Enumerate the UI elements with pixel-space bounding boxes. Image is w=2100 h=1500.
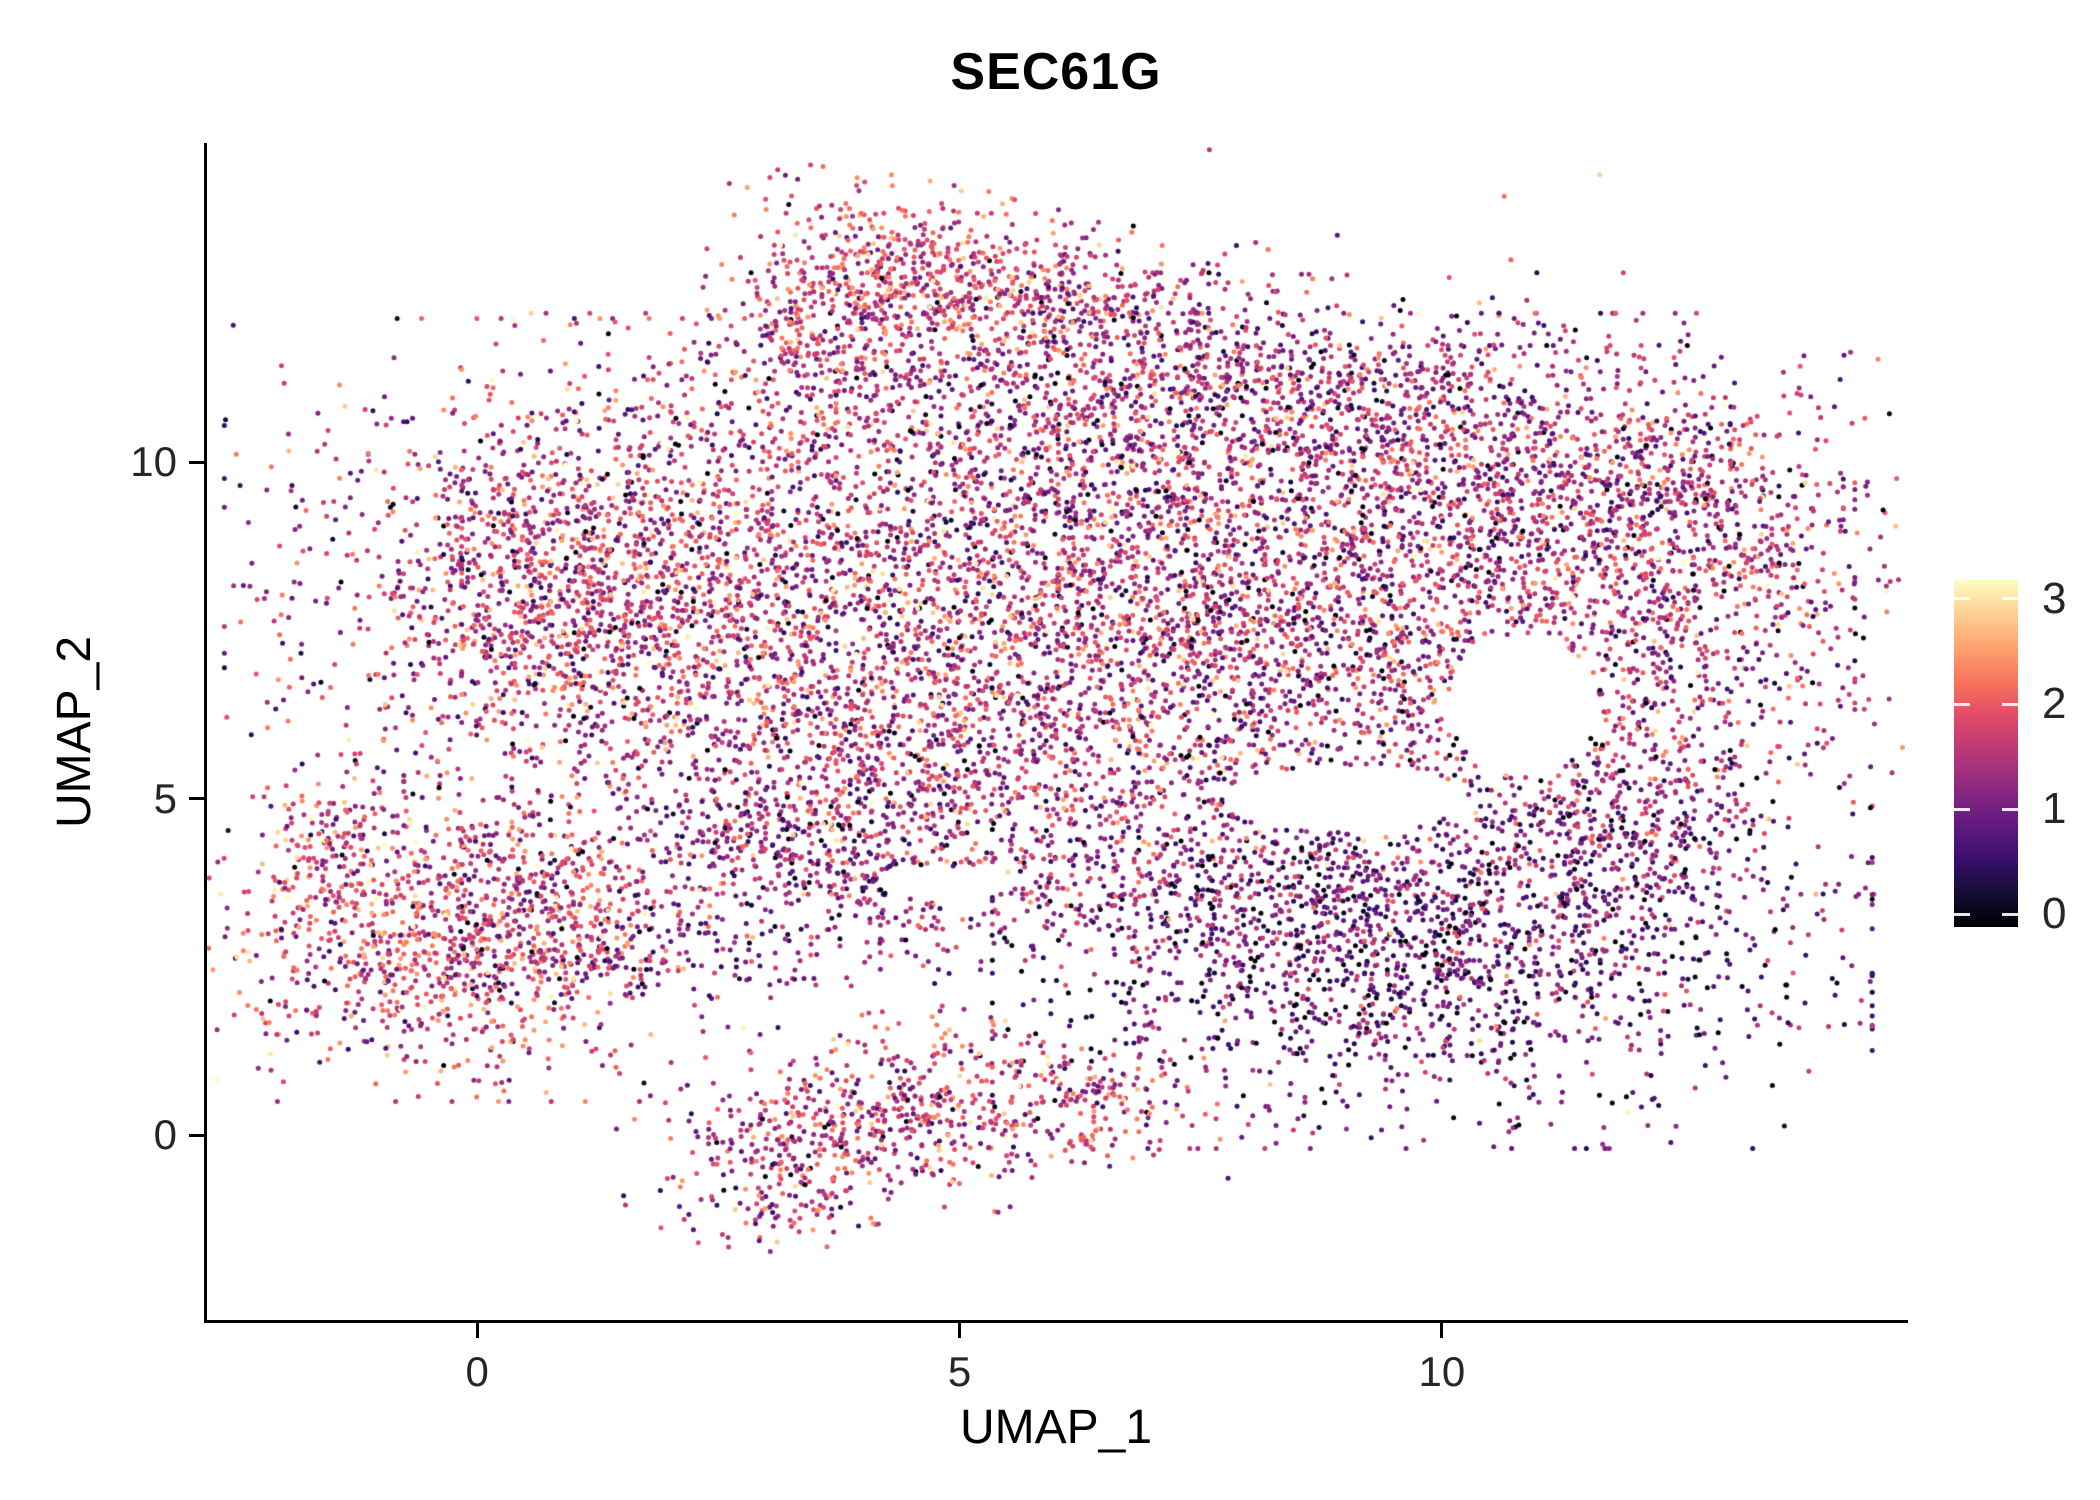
colorbar-tick-mark <box>2002 912 2018 916</box>
colorbar-tick-mark <box>2002 702 2018 706</box>
colorbar-tick-mark <box>1954 807 1970 811</box>
x-tick-mark <box>475 1323 479 1338</box>
x-tick-label: 10 <box>1418 1348 1466 1395</box>
colorbar-tick-mark <box>1954 912 1970 916</box>
y-tick-label: 5 <box>153 774 177 822</box>
colorbar-tick-label: 3 <box>2042 573 2067 623</box>
y-tick-mark <box>189 1133 204 1137</box>
colorbar-tick-mark <box>2002 597 2018 601</box>
colorbar-tick-mark <box>1954 702 1970 706</box>
colorbar-tick-mark <box>1954 597 1970 601</box>
colorbar-tick-label: 0 <box>2042 889 2067 939</box>
x-axis-line <box>204 1320 1908 1323</box>
y-tick-label: 0 <box>153 1111 177 1159</box>
colorbar-tick-label: 1 <box>2042 784 2067 834</box>
y-tick-label: 10 <box>130 438 177 486</box>
x-tick-mark <box>958 1323 962 1338</box>
x-tick-label: 0 <box>465 1348 489 1395</box>
x-axis-label: UMAP_1 <box>959 1401 1153 1454</box>
colorbar-tick-label: 2 <box>2042 679 2067 729</box>
colorbar <box>1954 580 2018 927</box>
colorbar-gradient <box>1954 580 2018 927</box>
y-tick-mark <box>189 460 204 464</box>
x-tick-label: 5 <box>947 1348 972 1395</box>
y-axis-line <box>204 143 207 1323</box>
y-tick-mark <box>189 797 204 801</box>
colorbar-tick-mark <box>2002 807 2018 811</box>
plot-title: SEC61G <box>950 43 1162 101</box>
y-axis-label: UMAP_2 <box>48 635 101 829</box>
x-tick-mark <box>1440 1323 1444 1338</box>
umap-scatter-canvas <box>207 143 1905 1320</box>
